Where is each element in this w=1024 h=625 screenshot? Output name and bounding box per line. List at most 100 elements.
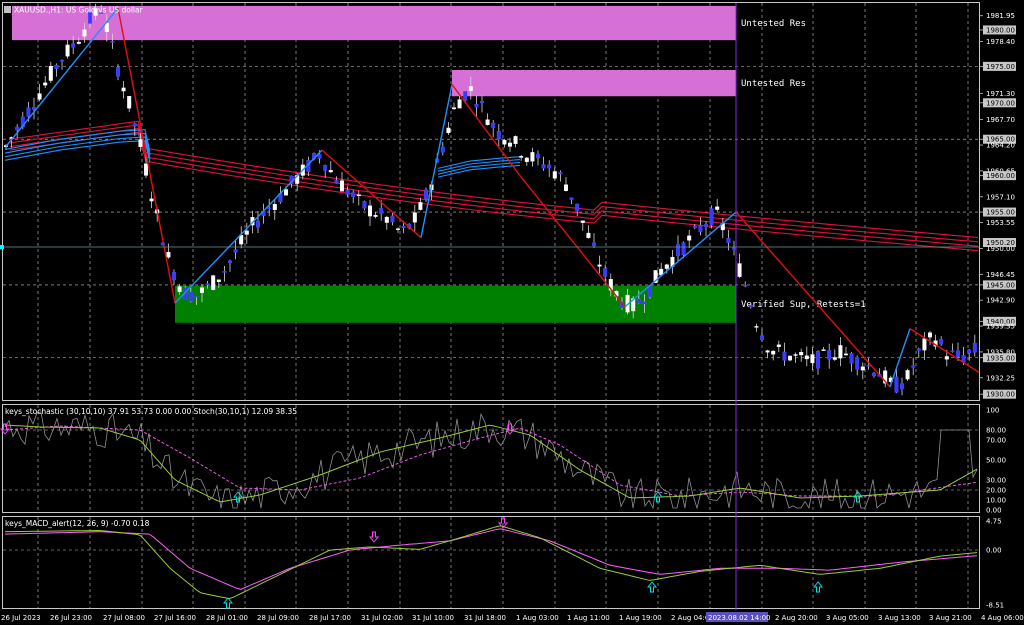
zigzag-segment-up [889,328,911,388]
stoch-sell-arrow-icon[interactable] [504,423,516,435]
candle-body [788,355,793,361]
time-axis-label: 3 Aug 13:00 [878,614,921,622]
candle-body [894,376,899,393]
ma-line-red [9,124,979,243]
candle-body [782,351,787,361]
candle-body [872,372,877,377]
candle-body [793,354,798,356]
candle-body [944,356,949,360]
candle-body [737,263,742,277]
candle-body [799,352,804,356]
candle-body [480,101,485,104]
macd-axis-label: -8.51 [986,602,1004,610]
stoch-axis-label: 50.00 [986,457,1006,465]
macd-buy-arrow-icon[interactable] [812,581,824,593]
candle-body [485,119,490,125]
price-axis-label: 1964.20 [986,142,1015,150]
sr-zone-box[interactable] [12,5,736,41]
price-axis-label: 1967.70 [986,116,1015,124]
candle-body [121,87,126,92]
time-axis-label: 27 Jul 16:00 [154,614,196,622]
candle-body [687,235,692,241]
time-axis-label: 2 Aug 20:00 [775,614,818,622]
candle-body [698,225,703,233]
time-axis-label: 3 Aug 21:00 [929,614,972,622]
stoch-panel-frame[interactable] [2,404,980,513]
candle-body [457,99,462,109]
candle-body [440,146,445,153]
candle-body [127,95,132,109]
candle-body [65,44,70,57]
candle-body [844,353,849,356]
price-axis-label: 1935.00 [986,354,1015,362]
candle-body [838,345,843,359]
stoch-panel-title: keys_stochastic (30,10,10) 37.91 53.73 0… [5,407,297,416]
price-axis-label: 1940.00 [986,318,1015,326]
stoch-axis-label: 30.00 [986,477,1006,485]
macd-buy-arrow-icon[interactable] [646,581,658,593]
candle-body [586,232,591,239]
macd-buy-arrow-icon[interactable] [222,597,234,609]
candle-body [491,122,496,128]
candle-body [732,247,737,250]
candle-body [99,12,104,14]
candle-body [272,204,277,210]
time-axis-label: 31 Jul 18:00 [464,614,506,622]
current-price-marker [0,245,4,250]
symbol-header: XAUUSD.,H1: US Gold vs US dollar [4,6,144,15]
time-axis-label: 26 Jul 2023 [1,614,41,622]
price-axis-label: 1957.10 [986,193,1015,201]
macd-sell-arrow-icon[interactable] [368,531,380,543]
candle-body [664,264,669,269]
candle-body [418,202,423,210]
price-axis-label-box [983,207,1016,217]
price-axis-label-box [983,61,1016,71]
macd-main-line [4,525,978,600]
symbol-title: XAUUSD.,H1: US Gold vs US dollar [14,6,144,15]
stoch-sell-arrow-icon[interactable] [0,423,11,435]
sr-zone-label: Untested Res [741,19,806,29]
candle-body [692,225,697,228]
stoch-buy-arrow-icon[interactable] [852,491,864,503]
stoch-axis-label: 100 [986,407,999,415]
time-cursor-label-box [706,612,768,622]
candle-body [188,291,193,302]
candle-body [401,226,406,228]
candle-body [424,189,429,200]
time-cursor-label: 2023.08.02 14:00 [708,614,770,622]
time-axis-label: 27 Jul 08:00 [103,614,145,622]
candle-body [916,348,921,351]
candle-body [530,152,535,162]
candle-body [541,164,546,169]
candle-body [43,82,48,86]
price-axis-label: 1980.00 [986,26,1015,34]
macd-sell-arrow-icon[interactable] [497,517,509,529]
sr-zone-box[interactable] [452,70,736,97]
candle-body [928,332,933,338]
candle-body [26,107,31,117]
candle-body [132,123,137,127]
candle-body [115,66,120,77]
candle-body [177,286,182,292]
price-axis-label: 1965.00 [986,136,1015,144]
time-axis-label: 1 Aug 11:00 [567,614,610,622]
candle-body [199,287,204,293]
stoch-buy-arrow-icon[interactable] [232,491,244,503]
candle-body [519,156,524,158]
candle-body [642,301,647,305]
current-price-label: 1950.20 [986,239,1015,247]
candle-body [569,197,574,200]
candle-body [379,208,384,214]
candle-body [110,41,115,43]
price-axis-label: 1975.00 [986,63,1015,71]
main-chart-frame[interactable] [2,2,980,401]
time-axis-label: 28 Jul 01:00 [206,614,248,622]
price-axis-label: 1955.00 [986,209,1015,217]
candle-body [93,8,98,16]
macd-panel-frame[interactable] [2,516,980,609]
candle-body [821,349,826,351]
candle-body [849,353,854,364]
candle-body [631,298,636,312]
stoch-buy-arrow-icon[interactable] [652,491,664,503]
